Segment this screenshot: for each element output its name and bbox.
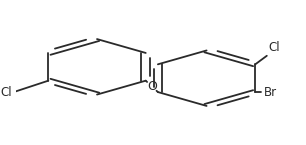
Text: Cl: Cl (1, 86, 12, 99)
Text: Cl: Cl (268, 41, 280, 54)
Text: O: O (147, 80, 157, 93)
Text: Br: Br (264, 86, 277, 99)
